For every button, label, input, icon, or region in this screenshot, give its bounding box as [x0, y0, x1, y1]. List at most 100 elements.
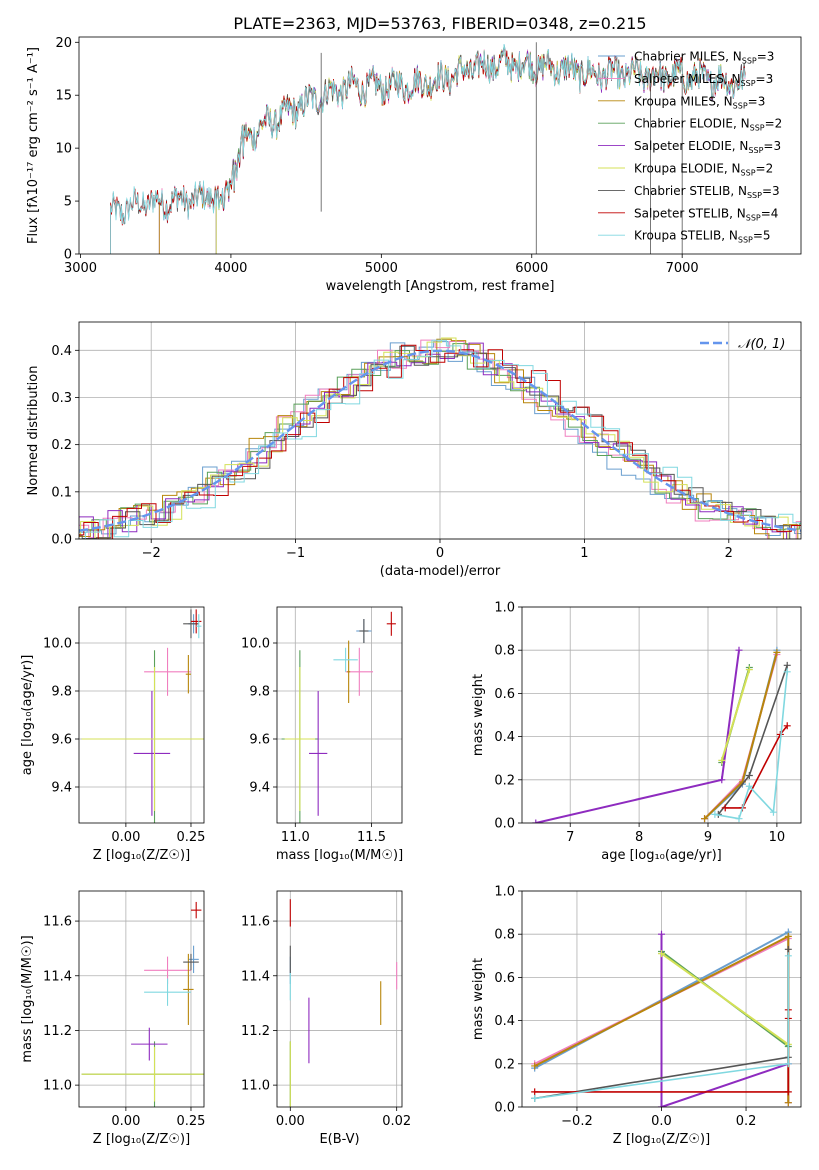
y-tick-label: 5	[64, 195, 72, 210]
x-tick-label: 0.25	[177, 1114, 206, 1129]
weight-line-kroupa-miles	[703, 652, 778, 820]
y-tick-label: 10.0	[43, 637, 72, 652]
legend-label-count: =5	[753, 229, 771, 243]
legend-label-text: Kroupa STELIB, N	[634, 229, 738, 243]
plot-area	[289, 899, 398, 1107]
x-tick-label: 0.25	[177, 830, 206, 845]
plot-area	[532, 646, 791, 823]
histogram-step-chabrier-miles	[79, 341, 801, 536]
y-tick-label: 10	[55, 142, 72, 157]
y-tick-label: 11.6	[241, 915, 270, 930]
x-axis-label: Z [log₁₀(Z/Z☉)]	[93, 848, 190, 863]
y-tick-label: 11.4	[43, 969, 72, 984]
legend-label: Salpeter ELODIE, NSSP=3	[634, 139, 781, 155]
legend-label-subscript: SSP	[750, 124, 765, 133]
normal-distribution-curve	[79, 349, 801, 532]
y-tick-label: 0.0	[494, 817, 515, 832]
y-tick-label: 0.2	[51, 438, 72, 453]
y-tick-label: 0.6	[494, 971, 515, 986]
weight-marker	[735, 815, 743, 823]
y-tick-label: 0.8	[494, 928, 515, 943]
y-tick-label: 11.4	[241, 969, 270, 984]
axes-frame	[78, 890, 205, 1108]
y-tick-label: 11.0	[43, 1079, 72, 1094]
legend-label: 𝒩(0, 1)	[738, 337, 785, 352]
extinction-mass-panel: 0.00 0.02 11.0 11.2 11.4 11.6 E(B-V)	[241, 890, 411, 1147]
y-tick-label: 9.8	[51, 685, 72, 700]
y-tick-label: 0.6	[494, 687, 515, 702]
axes-frame	[276, 606, 403, 824]
legend-label-subscript: SSP	[742, 57, 757, 66]
histogram-step-salpeter-miles	[79, 339, 801, 539]
y-tick-label: 0.0	[51, 533, 72, 548]
x-tick-label: 4000	[214, 261, 247, 276]
legend-label-subscript: SSP	[738, 236, 753, 245]
metallicity-age-panel: 0.00 0.25 9.4 9.6 9.8 10.0 Z [log₁₀(Z/Z☉)] age …	[20, 606, 206, 863]
legend-label: Chabrier STELIB, NSSP=3	[634, 184, 780, 200]
y-tick-label: 15	[55, 89, 72, 104]
histogram-step-kroupa-elodie	[79, 337, 801, 539]
weight-marker	[745, 782, 753, 790]
legend-label-subscript: SSP	[733, 101, 748, 110]
weight-marker	[718, 776, 726, 784]
legend-label-count: =3	[756, 72, 774, 86]
axes-frame	[78, 606, 205, 824]
legend-label-count: =3	[748, 94, 766, 108]
weight-marker	[658, 1103, 665, 1107]
legend-label: Kroupa MILES, NSSP=3	[634, 94, 765, 110]
legend-label-count: =2	[756, 162, 774, 176]
metallicity-mass-panel: 0.00 0.25 11.0 11.2 11.4 11.6 Z [log₁₀(Z/Z☉)] m…	[20, 890, 206, 1147]
y-tick-label: 0.2	[494, 773, 515, 788]
x-tick-label: 0.00	[111, 830, 140, 845]
x-tick-label: 0.00	[111, 1114, 140, 1129]
y-tick-label: 1.0	[494, 601, 515, 616]
weight-marker	[735, 646, 743, 654]
x-tick-label: 7000	[666, 261, 699, 276]
legend-label: Kroupa ELODIE, NSSP=2	[634, 162, 773, 178]
y-tick-label: 9.4	[249, 781, 270, 796]
y-axis-label: Flux [fλ10⁻¹⁷ erg cm⁻² s⁻¹ A⁻¹]	[26, 47, 41, 244]
weight-marker	[721, 804, 729, 812]
weight-marker	[532, 819, 540, 823]
x-tick-label: −1	[286, 546, 305, 561]
legend-label: Salpeter STELIB, NSSP=4	[634, 206, 778, 222]
y-tick-label: 11.2	[43, 1024, 72, 1039]
y-tick-label: 9.6	[249, 733, 270, 748]
weight-marker	[769, 808, 777, 816]
axes-frame	[521, 606, 802, 824]
y-tick-label: 10.0	[241, 637, 270, 652]
plot-area	[79, 337, 801, 539]
weight-line-kroupa-elodie	[660, 952, 789, 1046]
weight-marker	[658, 930, 665, 938]
legend-label: Salpeter MILES, NSSP=3	[634, 72, 773, 88]
y-tick-label: 11.2	[241, 1024, 270, 1039]
x-tick-label: 3000	[64, 261, 97, 276]
plot-area	[81, 609, 204, 823]
weight-marker	[783, 668, 791, 676]
legend-label-count: =2	[765, 117, 783, 131]
x-tick-label: 0.00	[276, 1114, 305, 1129]
legend-label-text: Salpeter ELODIE, N	[634, 139, 748, 153]
x-tick-label: 0.02	[382, 1114, 411, 1129]
weight-marker	[783, 661, 791, 669]
weight-marker	[773, 648, 781, 656]
legend-label: Chabrier ELODIE, NSSP=2	[634, 117, 782, 133]
spectrum-panel: 3000 4000 5000 6000 7000 0 5 10 15 20 wavelength […	[26, 36, 802, 294]
x-axis-label: Z [log₁₀(Z/Z☉)]	[93, 1132, 190, 1147]
y-tick-label: 9.8	[249, 685, 270, 700]
y-tick-label: 0.1	[51, 485, 72, 500]
legend-label-count: =4	[761, 206, 779, 220]
x-tick-label: 9	[704, 830, 712, 845]
weight-line-salpeter-stelib	[725, 725, 788, 809]
x-tick-label: 0.2	[736, 1114, 757, 1129]
histogram-step-chabrier-stelib	[79, 345, 801, 539]
y-tick-label: 0.4	[494, 730, 515, 745]
y-tick-label: 0.4	[51, 344, 72, 359]
x-tick-label: 2	[725, 546, 733, 561]
weight-marker	[784, 932, 792, 940]
weight-line-chabrier-miles	[703, 649, 778, 820]
legend-label-subscript: SSP	[741, 79, 756, 88]
y-tick-label: 11.0	[241, 1079, 270, 1094]
weight-marker	[784, 952, 792, 960]
